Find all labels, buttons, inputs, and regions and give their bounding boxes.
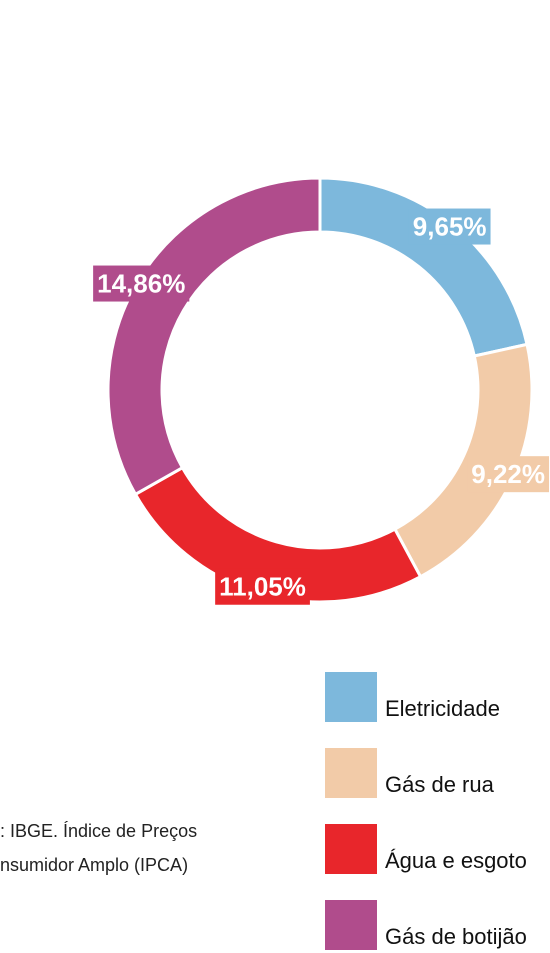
- source-line: : IBGE. Índice de Preços: [0, 821, 197, 841]
- legend-label: Eletricidade: [385, 696, 500, 721]
- legend-label: Gás de botijão: [385, 924, 527, 949]
- legend-swatch: [325, 900, 377, 950]
- data-label: 11,05%: [219, 572, 306, 602]
- legend-label: Água e esgoto: [385, 848, 527, 873]
- legend-swatch: [325, 748, 377, 798]
- data-label-bg: [467, 456, 550, 493]
- donut-slice: [106, 176, 322, 497]
- data-label: 9,22%: [471, 459, 545, 489]
- legend-label: Gás de rua: [385, 772, 495, 797]
- data-label-bg: [215, 568, 310, 605]
- data-label: 9,65%: [413, 212, 487, 242]
- data-label: 14,86%: [97, 269, 185, 299]
- source-line: nsumidor Amplo (IPCA): [0, 855, 188, 875]
- data-label-bg: [408, 208, 491, 245]
- legend-swatch: [325, 672, 377, 722]
- legend-swatch: [325, 824, 377, 874]
- donut-slice: [318, 176, 529, 358]
- data-label-bg: [93, 265, 190, 302]
